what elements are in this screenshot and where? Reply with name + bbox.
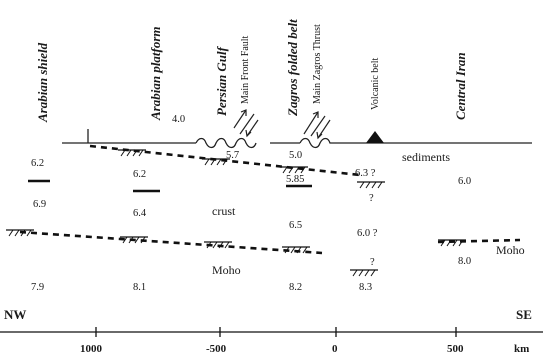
region-label-arabian-shield: Arabian shield: [35, 42, 50, 123]
layer-label-crust: crust: [212, 204, 236, 218]
layer-label-moho: Moho: [212, 263, 241, 277]
velocity-label: 6.0 ?: [357, 228, 378, 239]
velocity-label: 5.85: [286, 174, 304, 185]
velocity-label: ?: [370, 257, 375, 268]
velocity-label: 6.3 ?: [355, 168, 376, 179]
moho-dashed-right: [437, 238, 521, 244]
moho-dashed-left: [19, 230, 323, 255]
region-label-persian-gulf: Persian Gulf: [214, 45, 229, 116]
velocity-label: 5.7: [226, 150, 239, 161]
axis-tick-label: -500: [206, 343, 227, 353]
layer-label-sediments: sediments: [402, 150, 450, 164]
axis-tick-label: 1000: [80, 343, 103, 353]
velocity-label: 6.0: [458, 176, 471, 187]
main-zagros-thrust-arrows: [303, 111, 331, 140]
surface-topography: [62, 129, 532, 149]
reflector-hatch: [279, 166, 309, 174]
velocity-label: 8.1: [133, 282, 146, 293]
axis-unit-label: km: [514, 343, 529, 353]
velocity-label: 6.4: [133, 208, 147, 219]
velocity-label: 7.9: [31, 282, 44, 293]
compass-label-se: SE: [516, 307, 532, 322]
interface-bars: [28, 179, 312, 193]
reflector-hatch: [356, 181, 386, 189]
velocity-label: 6.9: [33, 199, 46, 210]
sediment-base-dashed: [89, 144, 361, 177]
reflector-hatch: [349, 269, 379, 277]
feature-label-main-front-fault: Main Front Fault: [240, 35, 251, 104]
velocity-label: 8.2: [289, 282, 302, 293]
feature-label-main-zagros-thrust: Main Zagros Thrust: [312, 24, 323, 104]
zagros-fold-waves: [195, 137, 345, 149]
axis-tick-label: 0: [332, 343, 338, 353]
axis-tick-label: 500: [447, 343, 464, 353]
distance-axis: 1000 -500 0 500 km: [0, 327, 543, 353]
velocity-label: 5.0: [289, 150, 302, 161]
layer-label-moho-right: Moho: [496, 243, 525, 257]
velocity-label: 4.0: [172, 114, 185, 125]
region-label-arabian-platform: Arabian platform: [148, 26, 163, 121]
compass-label-nw: NW: [4, 307, 26, 322]
feature-label-volcanic-belt: Volcanic belt: [370, 57, 381, 110]
velocity-label: 6.5: [289, 220, 302, 231]
reflector-hatch: [117, 149, 147, 157]
velocity-label: 8.0: [458, 256, 471, 267]
main-front-fault-arrows: [233, 109, 259, 138]
velocity-label: 6.2: [133, 169, 146, 180]
volcano-symbol: [366, 131, 384, 143]
velocity-label: 8.3: [359, 282, 372, 293]
velocity-label: 6.2: [31, 158, 44, 169]
velocity-label: ?: [369, 193, 374, 204]
region-label-zagros-folded-belt: Zagros folded belt: [285, 19, 300, 117]
region-label-central-iran: Central Iran: [453, 52, 468, 120]
